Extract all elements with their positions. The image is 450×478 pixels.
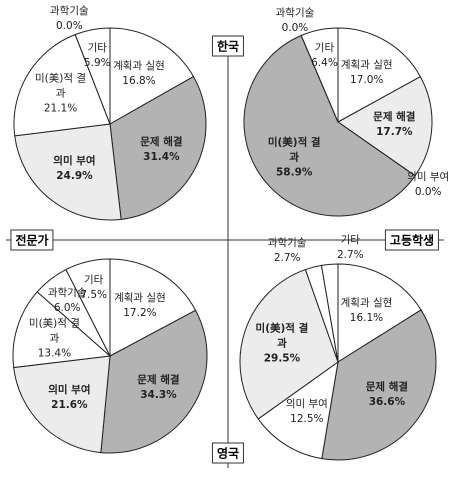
slice-label: 의미 부여 12.5%: [278, 397, 336, 427]
pie-slice: [14, 123, 122, 221]
slice-label: 미(美)적 결과 13.4%: [25, 316, 83, 361]
category-label: 문제 해결: [137, 374, 180, 387]
value-label: 0.0%: [414, 185, 442, 198]
category-label: 미(美)적 결과: [267, 136, 321, 164]
value-label: 5.9%: [83, 57, 111, 70]
axis-label: 전문가: [10, 229, 54, 251]
pie-slice: [12, 291, 112, 369]
pie-slice: [337, 263, 422, 363]
slice-label: 문제 해결 36.6%: [358, 380, 416, 410]
slice-label: 과학기술 2.7%: [258, 236, 316, 266]
category-label: 계획과 실현: [340, 296, 393, 309]
pie-slice: [100, 309, 208, 454]
value-label: 6.4%: [311, 56, 338, 69]
slice-label: 기타 6.4%: [295, 41, 353, 71]
pie-slice: [257, 360, 339, 460]
pie-slice: [109, 27, 195, 125]
slice-label: 미(美)적 결과 29.5%: [253, 322, 311, 367]
category-label: 기타: [84, 274, 104, 287]
slice-label: 과학기술 6.0%: [38, 286, 96, 316]
value-label: 17.2%: [123, 307, 157, 320]
value-label: 12.5%: [290, 412, 324, 425]
pie-slice: [109, 75, 207, 220]
slice-label: 계획과 실현 16.8%: [110, 59, 168, 89]
pie-slice: [300, 27, 339, 123]
category-label: 과학기술: [275, 6, 315, 19]
category-label: 과학기술: [50, 5, 89, 18]
axis-label: 한국: [211, 35, 245, 57]
pie-slice: [243, 34, 416, 217]
category-label: 과학기술: [47, 286, 87, 299]
pie-slice: [65, 258, 111, 357]
category-label: 계획과 실현: [114, 292, 166, 305]
slice-label: 계획과 실현 17.2%: [111, 291, 169, 321]
pie-slice: [74, 27, 111, 125]
slice-label: 과학기술 0.0%: [266, 6, 324, 36]
category-label: 미(美)적 결과: [35, 72, 87, 100]
value-label: 0.0%: [281, 21, 309, 34]
pie-slice: [13, 355, 111, 454]
value-label: 0.0%: [56, 20, 83, 33]
value-label: 31.4%: [143, 151, 180, 164]
value-label: 29.5%: [263, 352, 301, 365]
category-label: 의미 부여: [53, 155, 96, 168]
slice-label: 계획과 실현 17.0%: [338, 58, 396, 88]
value-label: 16.1%: [349, 311, 384, 324]
slice-label: 미(美)적 결과 21.1%: [32, 72, 90, 117]
slice-label: 기타 2.7%: [321, 233, 379, 263]
pie-slice: [109, 258, 197, 357]
category-label: 기타: [314, 41, 335, 54]
value-label: 16.8%: [122, 75, 156, 88]
axis-label: 고등학생: [384, 229, 440, 251]
category-label: 의미 부여: [48, 383, 91, 396]
value-label: 13.4%: [37, 347, 72, 360]
category-label: 계획과 실현: [340, 59, 393, 72]
pie-slice: [320, 263, 339, 363]
value-label: 21.6%: [51, 398, 88, 411]
value-label: 36.6%: [368, 395, 406, 408]
slice-label: 미(美)적 결과 58.9%: [265, 135, 323, 180]
value-label: 58.9%: [275, 166, 313, 179]
slice-label: 계획과 실현 16.1%: [337, 296, 395, 326]
value-label: 6.0%: [53, 301, 81, 314]
pie-slice: [337, 27, 422, 123]
category-label: 문제 해결: [365, 380, 409, 393]
axis-label: 영국: [211, 442, 245, 464]
slice-label: 의미 부여 21.6%: [40, 383, 98, 413]
category-label: 기타: [340, 233, 360, 246]
pie-slice: [13, 33, 111, 137]
category-label: 과학기술: [267, 237, 307, 250]
slice-label: 문제 해결 31.4%: [132, 135, 190, 165]
pie-slice: [321, 309, 437, 461]
slice-label: 문제 해결 17.7%: [365, 110, 423, 140]
value-label: 2.7%: [273, 252, 301, 265]
slice-label: 기타 7.5%: [65, 273, 123, 303]
category-label: 계획과 실현: [113, 60, 165, 73]
value-label: 24.9%: [56, 170, 93, 183]
slice-label: 과학기술 0.0%: [40, 4, 98, 34]
value-label: 17.0%: [350, 74, 384, 87]
pie-slice: [337, 76, 433, 177]
category-label: 미(美)적 결과: [255, 322, 309, 350]
value-label: 7.5%: [80, 289, 108, 302]
slice-label: 의미 부여 24.9%: [45, 154, 103, 184]
value-label: 21.1%: [43, 102, 78, 115]
value-label: 34.3%: [140, 389, 177, 402]
category-label: 문제 해결: [140, 136, 183, 149]
slice-label: 문제 해결 34.3%: [129, 373, 187, 403]
category-label: 의미 부여: [407, 170, 450, 183]
category-label: 문제 해결: [373, 111, 416, 123]
value-label: 2.7%: [336, 248, 364, 261]
category-label: 미(美)적 결과: [28, 317, 80, 345]
slice-label: 의미 부여 0.0%: [399, 170, 450, 200]
value-label: 17.7%: [376, 126, 413, 138]
pie-slice: [239, 268, 339, 420]
category-label: 의미 부여: [285, 397, 328, 410]
category-label: 기타: [87, 42, 107, 55]
slice-label: 기타 5.9%: [68, 41, 126, 71]
